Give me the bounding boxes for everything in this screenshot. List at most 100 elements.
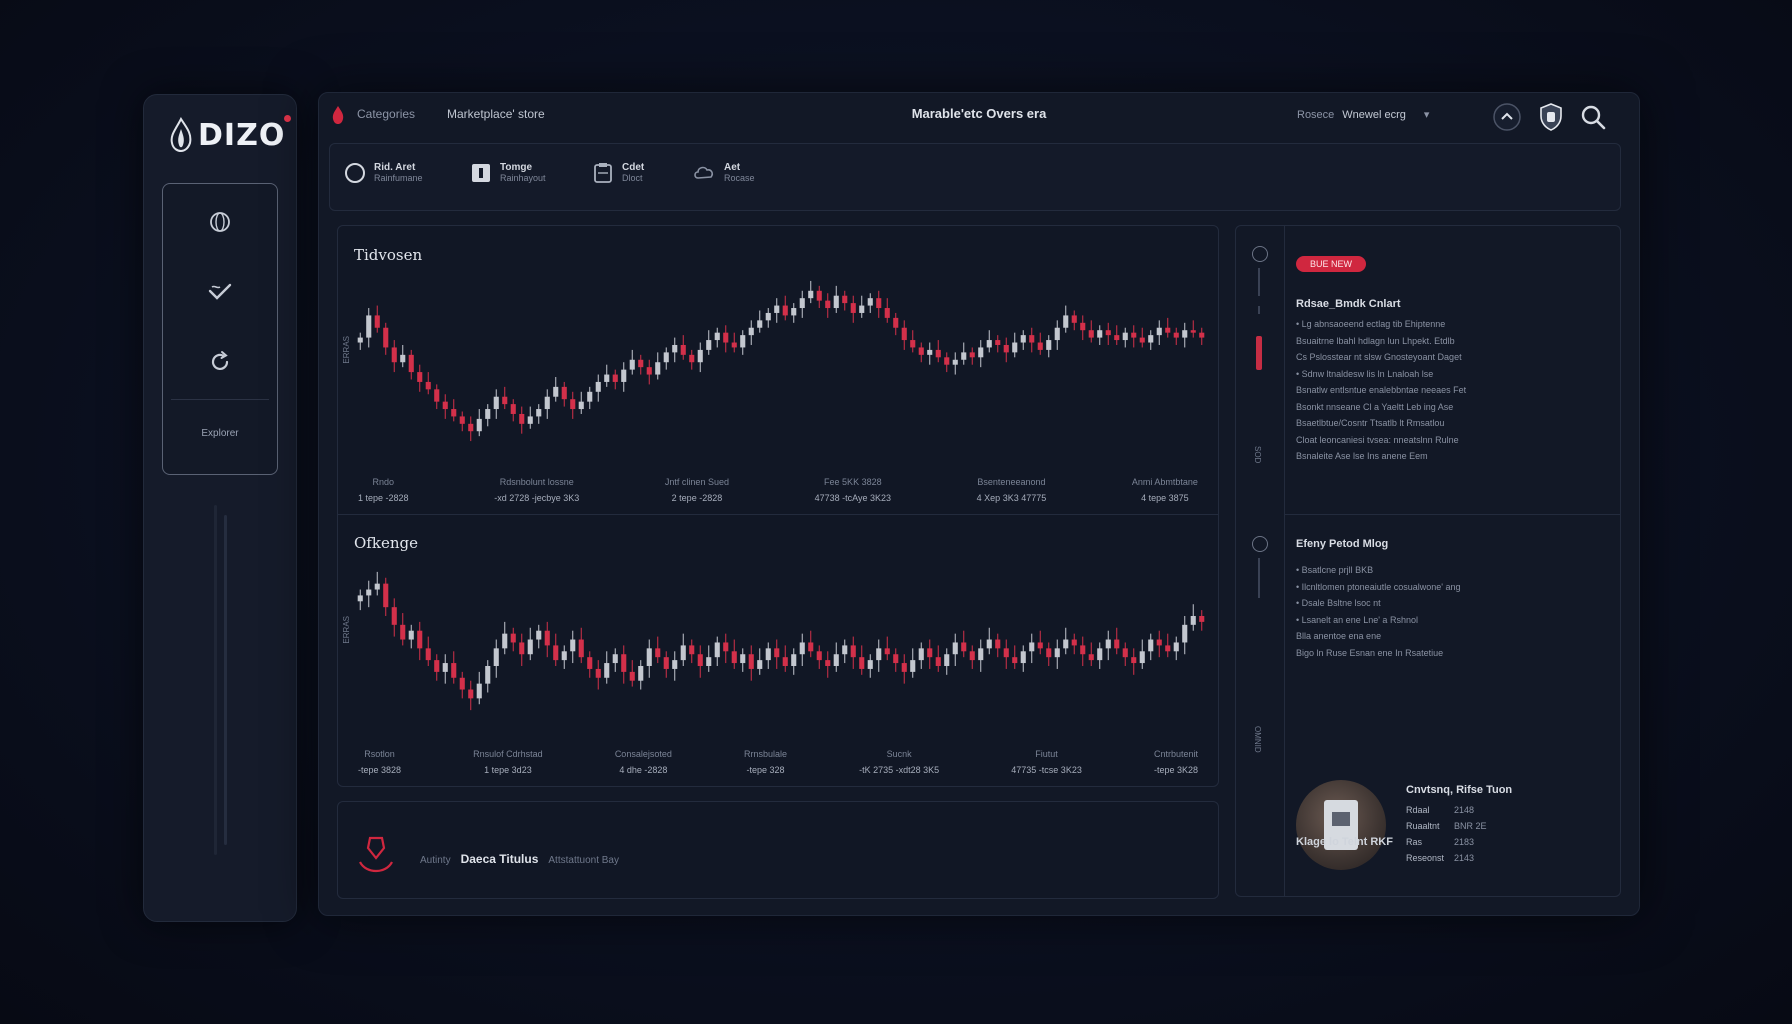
candle[interactable] xyxy=(663,657,669,669)
candle[interactable] xyxy=(740,335,746,348)
candle[interactable] xyxy=(408,630,414,640)
tool-tomge[interactable]: Tomge Rainhayout xyxy=(470,162,546,184)
candle[interactable] xyxy=(663,352,669,363)
candle[interactable] xyxy=(493,648,499,666)
candle[interactable] xyxy=(646,648,652,666)
sidebar-footer-label[interactable]: Explorer xyxy=(201,428,239,439)
candle[interactable] xyxy=(910,660,916,672)
candle[interactable] xyxy=(884,648,890,655)
candle[interactable] xyxy=(527,416,533,424)
candle[interactable] xyxy=(638,666,644,681)
candle[interactable] xyxy=(417,630,423,649)
candle[interactable] xyxy=(876,648,882,661)
tool-cdet[interactable]: Cdet Dloct xyxy=(592,162,644,184)
candle[interactable] xyxy=(629,671,635,681)
chart-2-plot[interactable] xyxy=(356,566,1206,716)
candle[interactable] xyxy=(672,344,678,353)
sidebar-item-globe[interactable] xyxy=(202,204,238,240)
candle[interactable] xyxy=(1029,335,1035,343)
candle[interactable] xyxy=(1080,645,1086,655)
candle[interactable] xyxy=(808,290,814,299)
candle[interactable] xyxy=(952,642,958,655)
shield-button[interactable] xyxy=(1535,101,1567,133)
candle[interactable] xyxy=(944,654,950,666)
candle[interactable] xyxy=(1012,342,1018,353)
candle[interactable] xyxy=(748,654,754,669)
candle[interactable] xyxy=(544,396,550,410)
candle[interactable] xyxy=(1114,639,1120,649)
candle[interactable] xyxy=(544,630,550,646)
candle[interactable] xyxy=(740,654,746,664)
candle[interactable] xyxy=(1080,322,1086,331)
candle[interactable] xyxy=(1071,639,1077,646)
candle[interactable] xyxy=(1173,642,1179,652)
candle[interactable] xyxy=(434,389,440,402)
candle[interactable] xyxy=(638,359,644,368)
candle[interactable] xyxy=(1199,332,1205,338)
candle[interactable] xyxy=(680,645,686,661)
candle[interactable] xyxy=(714,642,720,658)
candle[interactable] xyxy=(519,413,525,424)
candle[interactable] xyxy=(604,374,610,382)
candle[interactable] xyxy=(595,668,601,678)
candle[interactable] xyxy=(391,607,397,625)
candle[interactable] xyxy=(867,298,873,306)
candle[interactable] xyxy=(485,409,491,419)
candle[interactable] xyxy=(502,396,508,405)
candle[interactable] xyxy=(1165,645,1171,652)
candle[interactable] xyxy=(765,648,771,661)
rail-indicator[interactable] xyxy=(1256,336,1262,370)
candle[interactable] xyxy=(476,683,482,699)
candle[interactable] xyxy=(1063,639,1069,649)
candle[interactable] xyxy=(536,409,542,417)
candle[interactable] xyxy=(442,663,448,672)
candle[interactable] xyxy=(884,308,890,318)
candle[interactable] xyxy=(1182,330,1188,338)
candle[interactable] xyxy=(867,660,873,669)
candle[interactable] xyxy=(595,381,601,392)
candle[interactable] xyxy=(969,651,975,661)
candle[interactable] xyxy=(714,332,720,341)
candle[interactable] xyxy=(918,648,924,661)
candle[interactable] xyxy=(774,648,780,658)
candle[interactable] xyxy=(442,401,448,410)
candle[interactable] xyxy=(918,347,924,355)
candle[interactable] xyxy=(383,583,389,608)
candle[interactable] xyxy=(629,359,635,370)
candle[interactable] xyxy=(986,340,992,348)
candle[interactable] xyxy=(1148,639,1154,652)
rail-toggle-1[interactable] xyxy=(1252,246,1268,262)
candle[interactable] xyxy=(553,386,559,397)
candle[interactable] xyxy=(995,340,1001,345)
candle[interactable] xyxy=(986,639,992,649)
candle[interactable] xyxy=(612,374,618,382)
candle[interactable] xyxy=(935,349,941,358)
candle[interactable] xyxy=(1063,315,1069,328)
candle[interactable] xyxy=(944,357,950,365)
candle[interactable] xyxy=(842,645,848,655)
candle[interactable] xyxy=(1071,315,1077,323)
candle[interactable] xyxy=(578,401,584,410)
candle[interactable] xyxy=(1020,335,1026,343)
candle[interactable] xyxy=(493,396,499,410)
candle[interactable] xyxy=(825,300,831,309)
candle[interactable] xyxy=(978,648,984,661)
candle[interactable] xyxy=(961,642,967,652)
candle[interactable] xyxy=(791,308,797,316)
candle[interactable] xyxy=(825,660,831,666)
candle[interactable] xyxy=(621,654,627,672)
candle[interactable] xyxy=(1165,327,1171,333)
candle[interactable] xyxy=(400,624,406,640)
candle[interactable] xyxy=(510,633,516,643)
candle[interactable] xyxy=(1131,332,1137,338)
candle[interactable] xyxy=(1199,616,1205,622)
candle[interactable] xyxy=(765,312,771,321)
candle[interactable] xyxy=(833,654,839,666)
candle[interactable] xyxy=(731,342,737,348)
candle[interactable] xyxy=(553,645,559,661)
candle[interactable] xyxy=(748,327,754,336)
candle[interactable] xyxy=(646,367,652,375)
candle[interactable] xyxy=(1003,648,1009,658)
candle[interactable] xyxy=(680,344,686,355)
candle[interactable] xyxy=(561,386,567,400)
